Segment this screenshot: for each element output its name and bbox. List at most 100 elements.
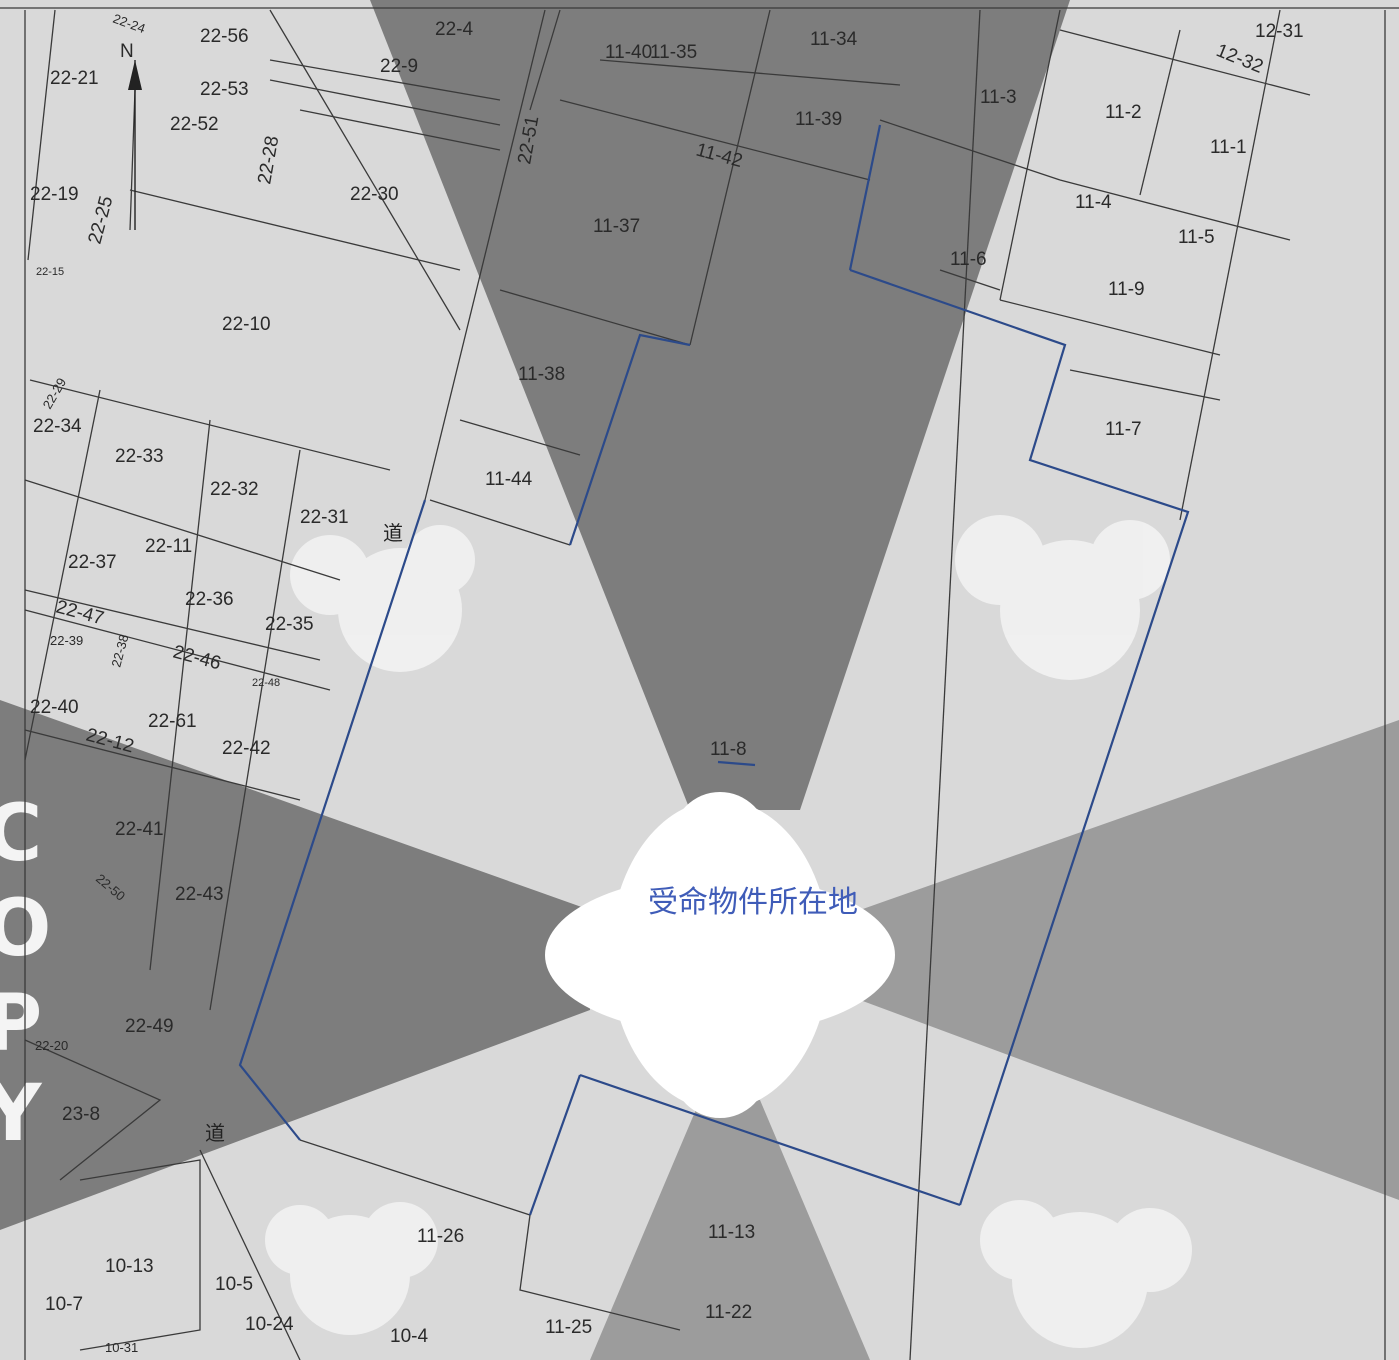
parcel-label: 22-56 (200, 26, 249, 47)
parcel-label: 11-4 (1075, 192, 1112, 213)
parcel-label: 22-49 (125, 1016, 174, 1037)
parcel-label: 22-52 (170, 114, 219, 135)
parcel-label: 22-36 (185, 589, 234, 610)
parcel-line (999, 299, 1221, 356)
decor-flowers (265, 515, 1192, 1348)
parcel-label: 11-6 (950, 249, 987, 270)
parcel-line (599, 59, 901, 86)
parcel-label: 22-40 (30, 697, 79, 718)
parcel-label: 11-25 (545, 1317, 592, 1338)
parcel-label: 22-42 (222, 738, 271, 759)
parcel-line (149, 419, 211, 971)
watermark-letter: P (0, 979, 42, 1069)
sector-left (0, 700, 590, 1230)
parcel-line (1179, 9, 1281, 521)
parcel-line (1139, 29, 1181, 196)
parcel-line (879, 119, 1061, 181)
parcel-label: 11-7 (1105, 419, 1142, 440)
parcel-line (24, 609, 331, 691)
watermark-letter: C (0, 789, 42, 879)
parcel-line (269, 79, 501, 126)
sector-right (860, 720, 1399, 1200)
parcel-line (299, 1139, 531, 1216)
parcel-label: 22-15 (36, 266, 64, 278)
parcel-label: 11-26 (417, 1226, 464, 1247)
subject-caption: 受命物件所在地 (648, 885, 858, 920)
parcel-label: 22-30 (350, 184, 399, 205)
parcel-line (299, 109, 501, 151)
parcel-label: 11-35 (650, 42, 697, 63)
parcel-label: 22-19 (30, 184, 79, 205)
parcel-label: 22-48 (252, 677, 280, 689)
flower-decoration (265, 1202, 438, 1335)
parcel-line (424, 9, 546, 501)
parcel-label: 22-9 (380, 56, 418, 77)
boundary-line (848, 124, 882, 271)
sector-bottom (590, 1100, 870, 1360)
parcel-line (27, 9, 56, 261)
boundary-line (238, 499, 427, 1141)
parcel-line (129, 189, 461, 271)
parcel-line (79, 1159, 201, 1351)
parcel-line (529, 9, 561, 111)
center-flower (545, 792, 895, 1118)
copy-watermark: C O P Y (0, 789, 51, 1159)
parcel-label: 11-40 (605, 42, 652, 63)
parcel-label: 22-33 (115, 446, 164, 467)
flower-decoration (980, 1200, 1192, 1348)
parcel-label: 11-22 (705, 1302, 752, 1323)
boundary-line (717, 760, 756, 767)
boundary-line (579, 1073, 961, 1207)
north-label: N (120, 41, 134, 62)
parcel-line (1059, 179, 1291, 241)
flower-decoration (955, 515, 1170, 680)
parcel-label: 10-7 (45, 1294, 83, 1315)
parcel-line (24, 479, 341, 581)
parcel-labels: 22-24 22-21 22-56 22-53 22-52 22-28 22-3… (30, 11, 1304, 1355)
parcel-label: 22-11 (145, 536, 192, 557)
parcel-line (999, 9, 1061, 301)
parcel-label: 10-13 (105, 1256, 154, 1277)
parcel-line (1059, 29, 1311, 96)
sector-top (370, 0, 1070, 810)
parcel-line (459, 419, 581, 456)
boundary-line (849, 268, 1190, 1206)
parcel-line (559, 99, 871, 181)
parcel-label: 22-32 (210, 479, 259, 500)
parcel-line (269, 59, 501, 101)
parcel-label: 11-13 (708, 1222, 755, 1243)
parcel-line (24, 1039, 162, 1181)
parcel-label: 11-39 (795, 109, 842, 130)
parcel-line (129, 89, 136, 231)
parcel-label: 22-53 (200, 79, 249, 100)
parcel-label: 22-31 (300, 507, 349, 528)
parcel-label: 10-4 (390, 1326, 428, 1347)
parcel-label: 22-34 (33, 416, 82, 437)
parcel-line (209, 449, 301, 1011)
boundary-line (528, 1074, 582, 1216)
parcel-label: 11-3 (980, 87, 1017, 108)
parcel-label: 11-9 (1108, 279, 1145, 300)
parcel-line (689, 9, 771, 346)
parcel-label: 22-4 (435, 19, 473, 40)
parcel-label: 11-37 (593, 216, 640, 237)
parcel-label: 22-39 (50, 633, 83, 648)
boundary-line (568, 333, 691, 546)
flower-decoration (290, 525, 475, 672)
parcel-label: 23-8 (62, 1104, 100, 1125)
parcel-label: 12-31 (1255, 21, 1304, 42)
watermark-letter: O (0, 884, 51, 974)
parcel-label: 11-5 (1178, 227, 1215, 248)
parcel-label: 22-43 (175, 884, 224, 905)
parcel-label: 11-2 (1105, 102, 1142, 123)
parcel-label: 22-61 (148, 711, 197, 732)
parcel-line (1069, 369, 1221, 401)
parcel-label: 11-44 (485, 469, 533, 490)
parcel-label: 11-34 (810, 29, 858, 50)
parcel-line (199, 1149, 301, 1360)
parcel-label: 22-37 (68, 552, 117, 573)
parcel-label: 10-5 (215, 1274, 253, 1295)
parcel-lines (0, 7, 1399, 1360)
